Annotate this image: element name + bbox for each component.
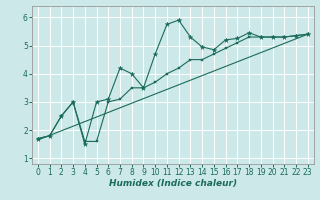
X-axis label: Humidex (Indice chaleur): Humidex (Indice chaleur) xyxy=(109,179,237,188)
